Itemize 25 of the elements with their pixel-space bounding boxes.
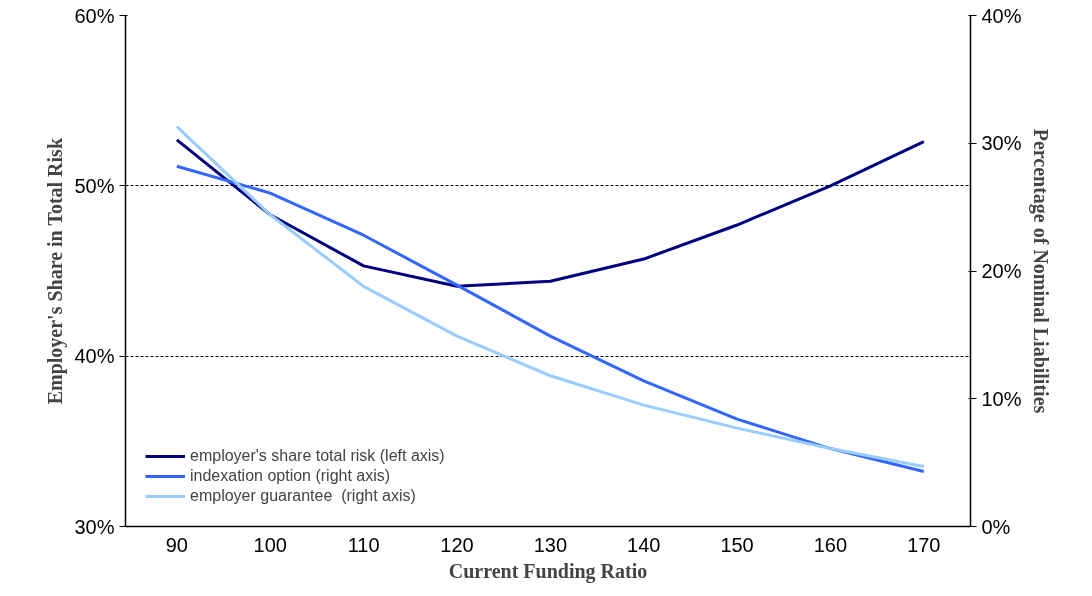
x-tick-label: 120: [440, 533, 474, 556]
y-tick-label: 50%: [74, 174, 115, 197]
x-tick-label: 110: [347, 533, 380, 556]
x-tick-label: 130: [533, 533, 568, 556]
y2-axis-title: Percentage of Nominal Liabilities: [1028, 128, 1052, 414]
y2-tick-label: 0%: [981, 515, 1011, 538]
y-tick-label: 60%: [74, 4, 115, 27]
x-tick-label: 90: [165, 533, 188, 556]
x-axis-title: Current Funding Ratio: [448, 559, 648, 583]
x-tick-label: 140: [627, 533, 661, 556]
x-tick-label: 170: [907, 533, 941, 556]
y2-tick-label: 20%: [981, 260, 1022, 282]
legend-label: indexation option (right axis): [190, 467, 391, 485]
x-tick-label: 160: [813, 533, 848, 556]
legend-label: employer guarantee (right axis): [190, 487, 416, 505]
y-tick-label: 30%: [74, 515, 115, 538]
x-tick-label: 100: [253, 533, 287, 556]
x-tick-label: 150: [720, 533, 754, 556]
y2-tick-label: 30%: [981, 132, 1022, 155]
y-tick-label: 40%: [74, 345, 115, 368]
line-series: [175, 138, 926, 288]
legend-label: employer's share total risk (left axis): [190, 447, 445, 465]
y2-tick-label: 40%: [981, 4, 1022, 27]
y-axis-title: Employer's Share in Total Risk: [44, 137, 68, 405]
y2-tick-label: 10%: [981, 387, 1022, 410]
